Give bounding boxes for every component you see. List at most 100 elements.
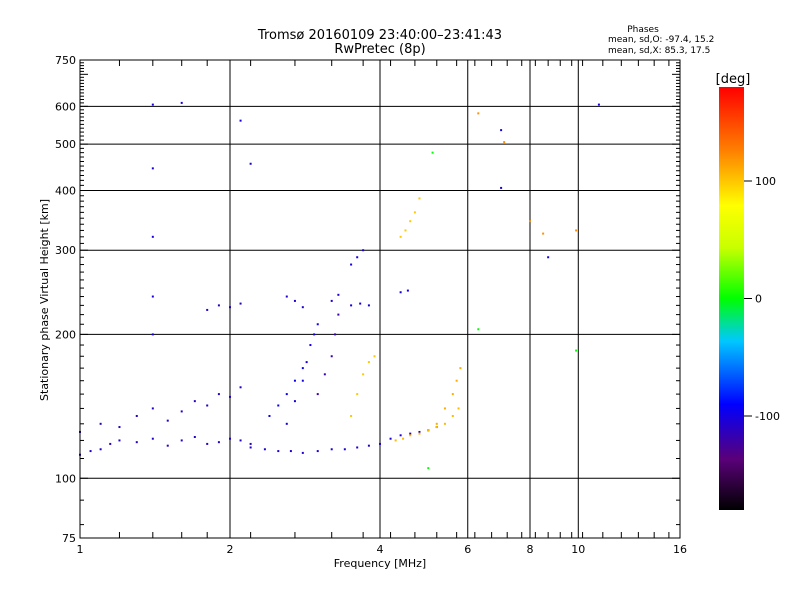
data-point-15-3 (427, 467, 430, 470)
colorbar-label: [deg] (716, 72, 751, 87)
data-point-5-4 (337, 313, 340, 316)
data-point-10-3 (367, 361, 370, 364)
data-point-7-0 (350, 263, 353, 266)
x-tick-label-4: 8 (527, 543, 534, 556)
x-axis-label: Frequency [MHz] (334, 557, 426, 570)
data-point-0-2 (99, 448, 102, 451)
data-point-0-3 (109, 442, 112, 445)
data-point-8-0 (350, 304, 353, 307)
y-tick-label-1: 100 (55, 472, 76, 485)
plot-frame (79, 59, 681, 539)
data-point-11-4 (427, 429, 430, 432)
data-point-4-2 (285, 393, 288, 396)
data-point-0-6 (151, 437, 154, 440)
data-point-4-3 (293, 379, 296, 382)
data-point-2-4 (301, 451, 304, 454)
x-tick-label-5: 10 (571, 543, 585, 556)
x-tick-labels: 1 2 4 6 8 10 16 (77, 543, 688, 556)
data-point-11-3 (418, 432, 421, 435)
data-point-10-4 (373, 355, 376, 358)
data-point-0-12 (229, 437, 231, 440)
data-point-13-2 (409, 220, 412, 223)
y-tick-label-5: 500 (55, 138, 76, 151)
data-point-14-3 (151, 295, 154, 298)
data-point-16-0 (477, 112, 480, 115)
data-point-5-0 (316, 393, 319, 396)
x-tick-label-3: 6 (464, 543, 471, 556)
data-point-10-2 (362, 373, 365, 376)
data-point-0-11 (217, 441, 220, 444)
data-point-3-1 (293, 400, 296, 403)
stats-line-x: mean, sd,X: 85.3, 17.5 (608, 46, 710, 56)
data-point-6-3 (330, 299, 333, 302)
data-point-2-1 (263, 448, 266, 451)
data-point-16-4 (575, 229, 578, 232)
data-point-0-14 (249, 442, 252, 445)
stats-line-o: mean, sd,O: -97.4, 15.2 (608, 35, 714, 45)
data-point-12-4 (459, 367, 462, 370)
data-point-0-4 (118, 439, 121, 442)
data-point-0-1 (89, 450, 92, 453)
data-point-4-0 (268, 414, 271, 417)
data-point-3-3 (305, 361, 308, 364)
data-point-12-0 (435, 422, 438, 425)
data-point-12-3 (455, 379, 458, 382)
y-tick-label-4: 400 (55, 184, 76, 197)
chart-title: Tromsø 20160109 23:40:00–23:41:43 (257, 28, 502, 43)
data-point-14-5 (180, 101, 183, 104)
data-point-2-13 (409, 432, 412, 435)
data-point-2-8 (356, 446, 359, 449)
data-point-8-3 (399, 291, 402, 294)
data-points (79, 101, 600, 470)
data-point-11-7 (451, 414, 454, 417)
data-point-15-0 (431, 151, 434, 154)
data-point-2-6 (330, 448, 333, 451)
colorbar-tick-label-0: 100 (755, 175, 776, 188)
data-point-1-10 (229, 395, 231, 398)
data-point-10-0 (350, 414, 353, 417)
data-point-13-0 (399, 235, 402, 238)
data-point-2-2 (277, 450, 280, 453)
data-point-13-4 (418, 197, 421, 200)
data-point-0-9 (193, 435, 196, 438)
data-point-11-5 (435, 426, 438, 429)
data-point-9-2 (229, 306, 231, 309)
data-point-5-1 (323, 373, 326, 376)
data-point-6-0 (285, 295, 288, 298)
data-point-14-1 (151, 167, 154, 170)
data-point-11-0 (394, 439, 397, 442)
data-point-0-13 (239, 439, 242, 442)
data-point-1-2 (118, 426, 121, 429)
data-point-8-4 (406, 289, 409, 292)
data-point-14-2 (151, 235, 154, 238)
data-point-5-2 (330, 355, 333, 358)
data-point-7-1 (356, 256, 359, 259)
data-point-5-3 (334, 333, 337, 336)
data-point-1-11 (239, 386, 242, 389)
data-point-2-0 (249, 446, 252, 449)
data-point-11-1 (402, 437, 405, 440)
data-point-1-7 (193, 400, 196, 403)
y-tick-label-2: 200 (55, 328, 76, 341)
y-axis-label: Stationary phase Virtual Height [km] (38, 199, 51, 401)
data-point-8-1 (359, 302, 362, 305)
data-point-9-0 (206, 308, 209, 311)
colorbar (719, 87, 744, 510)
data-point-10-1 (356, 393, 359, 396)
data-point-11-2 (409, 434, 412, 437)
y-tick-label-0: 75 (62, 532, 76, 545)
grid-lines (80, 60, 680, 538)
data-point-3-5 (313, 333, 316, 336)
data-point-3-4 (309, 344, 312, 347)
data-point-2-3 (289, 450, 292, 453)
data-point-1-4 (151, 407, 154, 410)
data-point-11-8 (457, 407, 460, 410)
data-point-9-1 (217, 304, 220, 307)
data-point-2-11 (389, 437, 392, 440)
data-point-14-8 (500, 129, 503, 132)
data-point-8-2 (367, 304, 370, 307)
x-tick-label-0: 1 (77, 543, 84, 556)
stats-title: Phases (627, 25, 659, 35)
data-point-14-6 (239, 119, 242, 122)
data-point-1-8 (206, 404, 209, 407)
